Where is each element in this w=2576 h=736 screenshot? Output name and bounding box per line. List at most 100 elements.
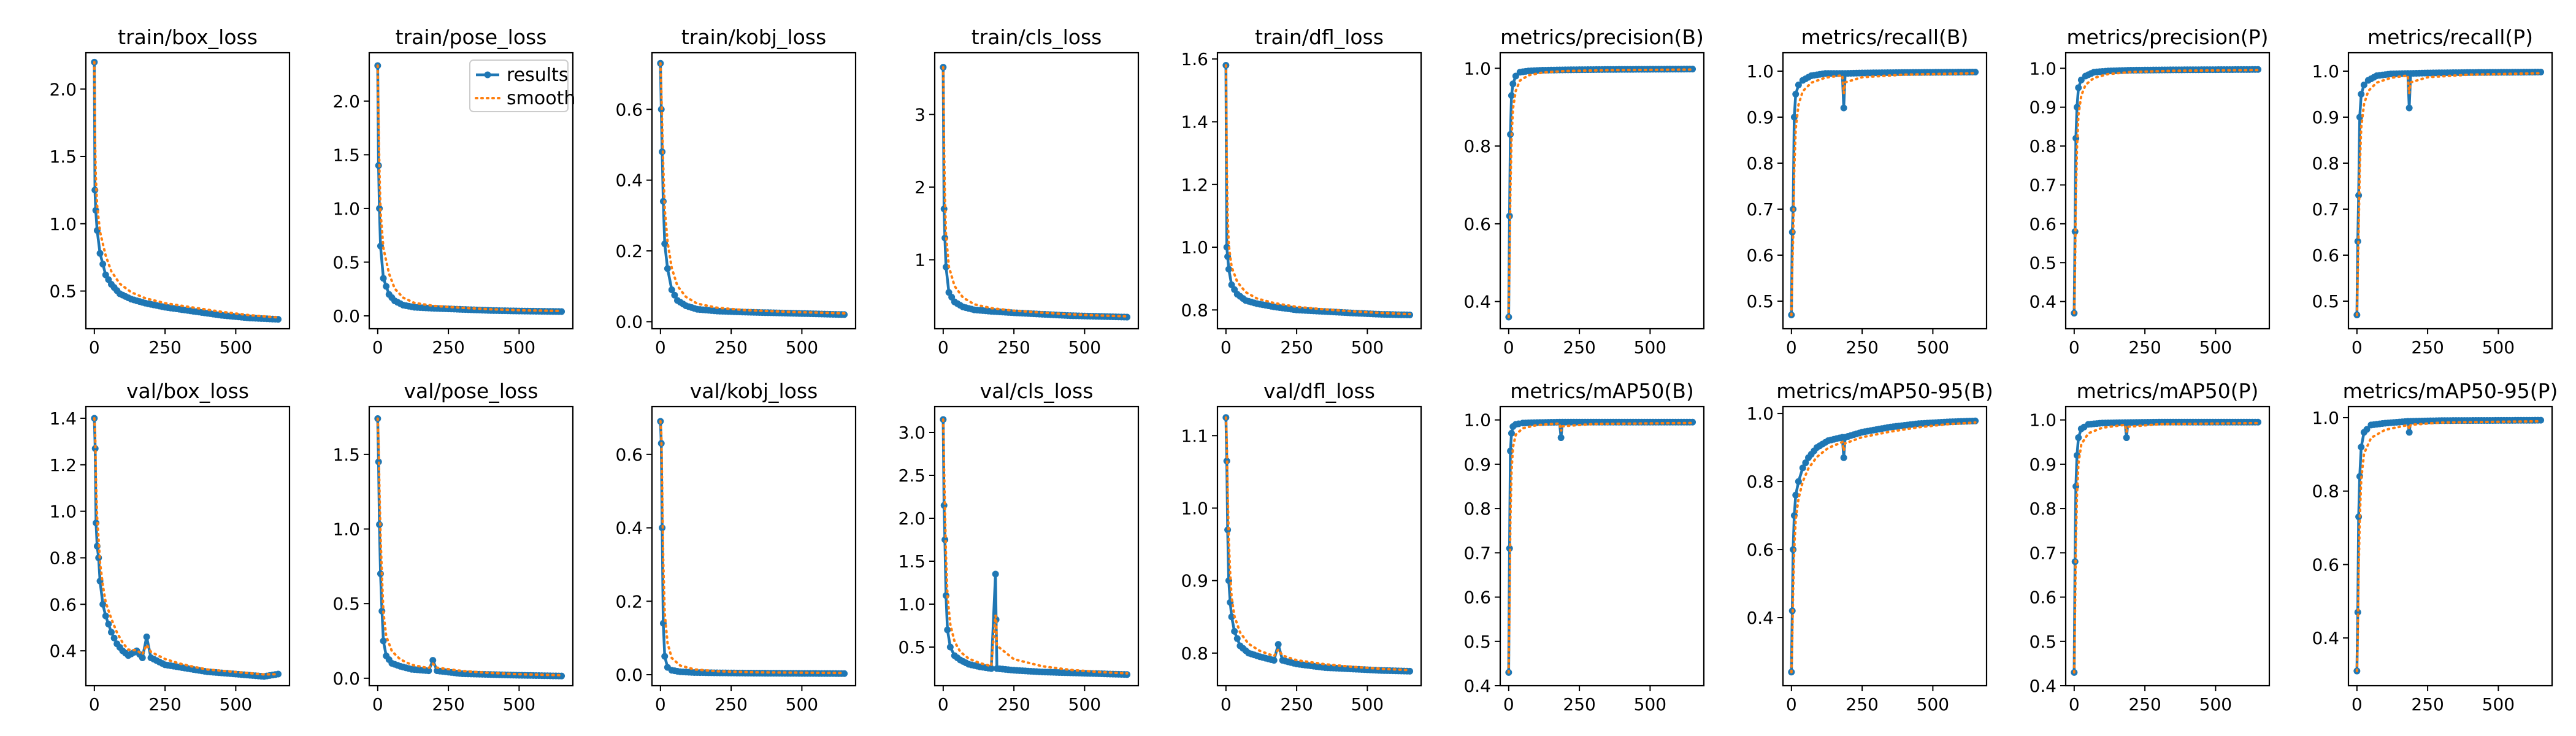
y-tick-label: 0.4 xyxy=(1463,292,1491,312)
x-tick-label: 500 xyxy=(1351,337,1384,358)
results-point xyxy=(1228,613,1235,621)
subplot-title: metrics/mAP50(P) xyxy=(2077,379,2259,403)
x-tick-label: 500 xyxy=(786,694,818,715)
y-tick-label: 0.5 xyxy=(2029,632,2057,652)
x-tick-label: 250 xyxy=(2128,337,2161,358)
y-tick-label: 0.7 xyxy=(2029,175,2057,195)
y-tick-label: 0.8 xyxy=(49,548,77,568)
axes-frame xyxy=(1499,405,1705,687)
results-point xyxy=(671,291,678,299)
y-tick-label: 1.5 xyxy=(49,147,77,167)
y-tick-label: 1.4 xyxy=(49,408,77,429)
results-point xyxy=(2421,69,2428,77)
results-point xyxy=(2379,420,2386,427)
results-point xyxy=(664,265,671,272)
results-point xyxy=(173,663,180,670)
y-tick-label: 0.9 xyxy=(1181,571,1208,591)
subplot-2: train/kobj_loss 0 250 500 0.0 0.2 0.4 0.6 xyxy=(615,25,857,358)
results-point xyxy=(99,600,107,608)
subplot-title: val/box_loss xyxy=(126,379,249,403)
y-tick-label: 0.5 xyxy=(898,637,926,657)
y-tick-label: 0.0 xyxy=(332,669,360,689)
results-point xyxy=(456,670,464,677)
x-tick-label: 0 xyxy=(1786,694,1797,715)
results-point xyxy=(661,653,669,660)
axes-frame xyxy=(651,52,857,330)
results-line xyxy=(659,421,845,675)
x-tick-label: 250 xyxy=(2128,694,2161,715)
results-line xyxy=(1224,417,1410,673)
x-tick-label: 250 xyxy=(715,337,747,358)
y-tick-label: 0.8 xyxy=(1181,643,1208,664)
results-point xyxy=(710,307,718,315)
x-tick-label: 250 xyxy=(2411,694,2444,715)
y-tick-label: 0.7 xyxy=(1746,199,1774,220)
results-point xyxy=(1290,306,1297,313)
y-tick-label: 0.8 xyxy=(1463,499,1491,519)
results-point xyxy=(1036,668,1043,675)
y-tick-label: 1.2 xyxy=(1181,175,1208,195)
y-tick-label: 1.6 xyxy=(1181,49,1208,69)
axes-frame xyxy=(1216,405,1422,687)
x-tick-label: 250 xyxy=(997,694,1030,715)
y-tick-label: 0.6 xyxy=(615,445,643,465)
results-point xyxy=(102,612,109,619)
y-tick-label: 1.0 xyxy=(1746,404,1774,424)
subplot-title: train/cls_loss xyxy=(972,25,1102,49)
x-tick-label: 0 xyxy=(655,694,666,715)
results-point xyxy=(143,633,150,640)
results-point xyxy=(688,669,696,676)
x-tick-label: 500 xyxy=(2199,694,2232,715)
results-point xyxy=(1792,491,1800,499)
smooth-line xyxy=(2072,421,2260,674)
x-tick-label: 0 xyxy=(1221,694,1232,715)
x-tick-label: 500 xyxy=(2482,694,2515,715)
y-tick-label: 1.0 xyxy=(332,519,360,540)
y-tick-label: 1.1 xyxy=(1181,426,1208,446)
x-tick-label: 250 xyxy=(997,337,1030,358)
results-point xyxy=(1008,666,1014,673)
axes-frame xyxy=(2347,52,2553,330)
x-tick-label: 0 xyxy=(372,694,383,715)
axes-frame xyxy=(1499,52,1705,330)
results-line xyxy=(941,67,1127,319)
y-tick-label: 0.6 xyxy=(1746,540,1774,560)
smooth-line xyxy=(659,62,846,315)
results-line xyxy=(1507,421,1693,673)
results-point xyxy=(105,621,112,628)
y-tick-label: 1.0 xyxy=(898,594,926,615)
y-tick-label: 0.2 xyxy=(615,241,643,261)
y-tick-label: 3.0 xyxy=(898,423,926,443)
x-tick-label: 0 xyxy=(2069,337,2080,358)
axes-frame xyxy=(2347,405,2553,687)
subplot-1: train/pose_loss 0 250 500 0.0 0.5 1.0 1.5 2.0 res… xyxy=(332,25,575,358)
y-tick-label: 0.8 xyxy=(1746,153,1774,174)
x-tick-label: 250 xyxy=(1280,337,1313,358)
x-tick-label: 250 xyxy=(1846,337,1878,358)
y-tick-label: 0.6 xyxy=(1463,588,1491,608)
axes-frame xyxy=(2064,405,2271,687)
results-point xyxy=(2118,419,2126,426)
axes-frame xyxy=(1216,52,1422,330)
smooth-line xyxy=(2355,420,2542,673)
legend-results-label: results xyxy=(507,64,569,86)
y-tick-label: 0.7 xyxy=(2029,543,2057,563)
subplot-5: metrics/precision(B) 0 250 500 0.4 0.6 0.8 1.0 xyxy=(1463,25,1705,358)
results-point xyxy=(1790,113,1798,121)
results-point xyxy=(1240,295,1246,302)
x-tick-label: 500 xyxy=(1634,337,1666,358)
subplot-0: train/box_loss 0 250 500 0.5 1.0 1.5 2.0 xyxy=(49,25,291,358)
subplot-title: metrics/recall(P) xyxy=(2367,25,2533,49)
results-point xyxy=(1836,434,1843,442)
results-point xyxy=(985,307,992,315)
y-tick-label: 2.5 xyxy=(898,466,926,486)
results-point xyxy=(2075,434,2082,442)
smooth-line xyxy=(659,420,846,675)
axes-frame xyxy=(85,52,291,330)
smooth-line xyxy=(1224,64,1411,316)
y-tick-label: 0.5 xyxy=(332,594,360,614)
x-tick-label: 0 xyxy=(89,337,100,358)
y-tick-label: 0.6 xyxy=(49,594,77,615)
results-line xyxy=(2072,421,2258,673)
